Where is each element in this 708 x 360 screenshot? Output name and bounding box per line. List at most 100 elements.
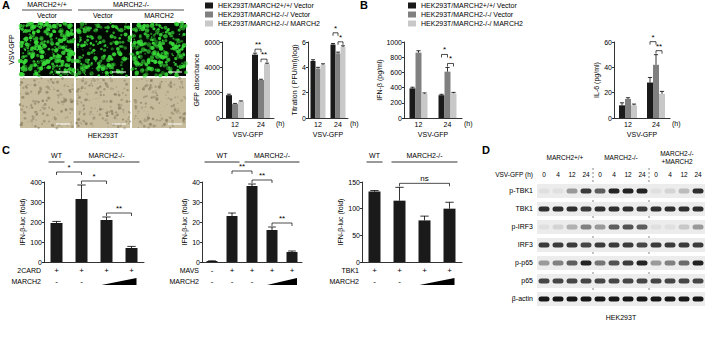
svg-text:12: 12 [231,121,239,128]
svg-text:200: 200 [390,99,402,106]
svg-text:MARCH2: MARCH2 [11,278,41,285]
svg-text:24: 24 [334,121,342,128]
svg-text:HEK293T: HEK293T [606,314,637,321]
svg-text:p-IRF3: p-IRF3 [512,223,534,231]
svg-text:10: 10 [192,239,200,246]
svg-text:2: 2 [302,89,306,96]
svg-text:24: 24 [582,171,590,178]
svg-text:**: ** [255,40,261,49]
svg-text:+: + [422,266,427,275]
svg-text:24: 24 [652,121,660,128]
svg-text:HEK293T/MARCH2-/-/ Vector: HEK293T/MARCH2-/-/ Vector [218,11,311,18]
svg-text:30: 30 [192,199,200,206]
svg-text:+: + [447,266,452,275]
svg-text:12: 12 [568,171,576,178]
svg-text:IFN-β-luc (fold): IFN-β-luc (fold) [181,199,189,246]
svg-text:20: 20 [192,219,200,226]
svg-text:24: 24 [444,121,452,128]
svg-text:VSV-GFP: VSV-GFP [313,131,344,138]
svg-text:ns: ns [420,174,428,183]
svg-text:VSV-GFP: VSV-GFP [233,131,264,138]
svg-text:**: ** [259,171,265,180]
svg-text:WT: WT [51,152,63,159]
svg-text:0: 0 [356,259,360,266]
svg-text:0: 0 [542,171,546,178]
svg-text:12: 12 [314,121,322,128]
svg-text:+: + [129,266,134,275]
svg-text:4000: 4000 [204,64,220,71]
svg-text:800: 800 [390,54,402,61]
svg-text:(h): (h) [350,120,359,128]
svg-text:+: + [79,266,84,275]
svg-text:200: 200 [30,219,42,226]
svg-text:4: 4 [556,171,560,178]
svg-text:6000: 6000 [204,39,220,46]
svg-text:**: ** [239,162,245,171]
svg-text:+: + [290,266,295,275]
svg-text:0: 0 [196,259,200,266]
svg-text:4: 4 [668,171,672,178]
svg-text:*: * [67,163,70,172]
svg-text:12: 12 [624,171,632,178]
svg-text:MAVS: MAVS [180,267,200,274]
svg-text:p-p65: p-p65 [515,259,533,267]
svg-text:β-actin: β-actin [512,295,533,303]
svg-text:1000: 1000 [386,39,402,46]
svg-text:VSV-GFP: VSV-GFP [627,131,658,138]
svg-text:40: 40 [192,179,200,186]
svg-text:+: + [372,266,377,275]
svg-text:MARCH2+/+: MARCH2+/+ [547,154,584,161]
svg-text:24: 24 [638,171,646,178]
svg-text:12: 12 [415,121,423,128]
svg-text:24: 24 [694,171,702,178]
svg-text:-: - [251,277,254,286]
svg-text:0: 0 [302,115,306,122]
svg-text:IL-6 (pg/ml): IL-6 (pg/ml) [593,62,601,98]
svg-text:400: 400 [30,179,42,186]
svg-text:150: 150 [348,179,360,186]
svg-text:HEK293T/MARCH2+/+/ Vector: HEK293T/MARCH2+/+/ Vector [218,2,314,9]
svg-text:12: 12 [624,121,632,128]
svg-text:400: 400 [390,84,402,91]
svg-text:+: + [270,266,275,275]
svg-text:(h): (h) [276,120,285,128]
svg-text:+: + [230,266,235,275]
svg-text:MARCH2: MARCH2 [169,278,199,285]
svg-text:D: D [482,144,490,156]
svg-text:+: + [397,266,402,275]
svg-text:*: * [443,45,446,54]
svg-text:GFP absorbance: GFP absorbance [193,54,200,107]
svg-text:+MARCH2: +MARCH2 [661,158,693,165]
svg-text:-: - [211,266,214,275]
svg-text:-: - [231,277,234,286]
svg-text:600: 600 [390,69,402,76]
svg-text:C: C [2,144,10,156]
svg-text:24: 24 [257,121,265,128]
svg-text:-: - [373,277,376,286]
svg-text:-: - [55,277,58,286]
svg-text:Vector: Vector [93,12,114,19]
svg-text:Vector: Vector [37,12,58,19]
svg-text:VSV-GFP: VSV-GFP [418,131,449,138]
svg-text:(h): (h) [464,120,473,128]
svg-text:HEK293T/MARCH2-/-/ MARCH2: HEK293T/MARCH2-/-/ MARCH2 [218,20,320,27]
svg-text:TBK1: TBK1 [515,205,533,212]
svg-text:0: 0 [216,115,220,122]
svg-text:A: A [2,0,10,11]
svg-text:**: ** [261,50,267,59]
svg-text:0: 0 [38,259,42,266]
svg-text:p-TBK1: p-TBK1 [509,187,533,195]
svg-text:B: B [360,0,368,11]
svg-text:-: - [80,277,83,286]
svg-text:300: 300 [30,199,42,206]
svg-text:IFN-β-luc (fold): IFN-β-luc (fold) [19,199,27,246]
svg-text:IFN-β-luc (fold): IFN-β-luc (fold) [337,199,345,246]
svg-text:0: 0 [598,171,602,178]
svg-text:*: * [334,24,337,33]
svg-text:**: ** [116,204,122,213]
svg-text:HEK293T/MARCH2-/-/ MARCH2: HEK293T/MARCH2-/-/ MARCH2 [421,20,523,27]
svg-text:2000: 2000 [204,89,220,96]
svg-text:WT: WT [217,152,229,159]
svg-text:IFN-β (pg/ml): IFN-β (pg/ml) [376,59,384,100]
svg-text:+: + [104,266,109,275]
